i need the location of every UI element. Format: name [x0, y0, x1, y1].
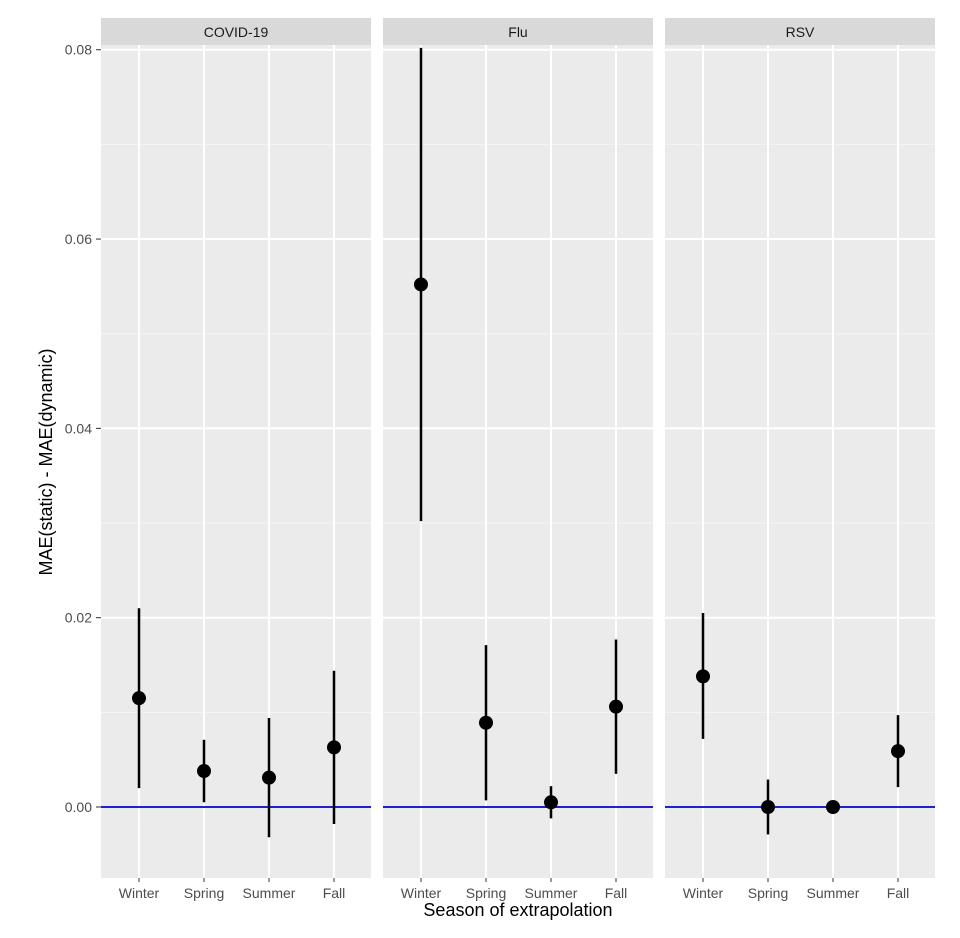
- facet-strip: [383, 18, 653, 45]
- y-tick-label: 0.00: [65, 799, 92, 815]
- x-tick-label: Winter: [119, 885, 160, 901]
- data-point: [544, 795, 558, 810]
- facet-strip: [101, 18, 371, 45]
- x-tick-label: Fall: [605, 885, 628, 901]
- data-point: [132, 691, 146, 706]
- data-point: [761, 800, 775, 815]
- data-point: [609, 699, 623, 714]
- panel-background: [383, 45, 653, 878]
- x-tick-label: Spring: [184, 885, 224, 901]
- x-tick-label: Winter: [401, 885, 442, 901]
- data-point: [327, 740, 341, 755]
- facet-strip-label: RSV: [786, 24, 815, 40]
- y-tick-label: 0.02: [65, 610, 92, 626]
- facet-strip-label: Flu: [508, 24, 527, 40]
- data-point: [262, 770, 276, 785]
- y-tick-label: 0.04: [65, 420, 92, 436]
- data-point: [826, 800, 840, 815]
- data-point: [696, 669, 710, 684]
- x-tick-label: Winter: [683, 885, 724, 901]
- x-tick-label: Fall: [887, 885, 910, 901]
- x-axis-title: Season of extrapolation: [423, 900, 612, 920]
- facet-panel: Flu Winter Spring Summer Fall: [383, 18, 653, 901]
- panel-background: [101, 45, 371, 878]
- data-point: [891, 744, 905, 759]
- y-tick-label: 0.06: [65, 231, 92, 247]
- facet-strip-label: COVID-19: [204, 24, 269, 40]
- facet-panel: COVID-19 Winter Spring Summer Fall: [101, 18, 371, 901]
- data-point: [414, 277, 428, 292]
- facet-panel: RSV Winter Spring Summer Fall: [665, 18, 935, 901]
- y-axis-title: MAE(static) - MAE(dynamic): [36, 348, 56, 575]
- data-point: [479, 715, 493, 730]
- y-tick-label: 0.08: [65, 42, 92, 58]
- data-point: [197, 764, 211, 779]
- x-tick-label: Summer: [807, 885, 860, 901]
- x-tick-label: Spring: [748, 885, 788, 901]
- x-tick-label: Spring: [466, 885, 506, 901]
- x-tick-label: Summer: [243, 885, 296, 901]
- x-tick-label: Summer: [525, 885, 578, 901]
- x-tick-label: Fall: [323, 885, 346, 901]
- facet-strip: [665, 18, 935, 45]
- panel-background: [665, 45, 935, 878]
